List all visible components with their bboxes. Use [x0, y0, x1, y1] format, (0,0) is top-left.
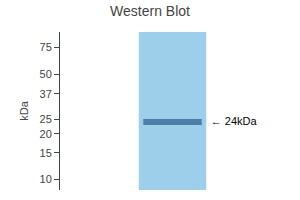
svg-text:25: 25 [40, 113, 52, 125]
svg-text:← 24kDa: ← 24kDa [211, 115, 258, 127]
svg-text:20: 20 [40, 128, 52, 140]
svg-text:50: 50 [40, 68, 52, 80]
svg-text:kDa: kDa [18, 100, 30, 120]
svg-text:75: 75 [40, 41, 52, 53]
svg-text:15: 15 [40, 147, 52, 159]
svg-text:Western Blot: Western Blot [110, 3, 190, 19]
svg-text:37: 37 [40, 88, 52, 100]
svg-text:10: 10 [40, 173, 52, 185]
